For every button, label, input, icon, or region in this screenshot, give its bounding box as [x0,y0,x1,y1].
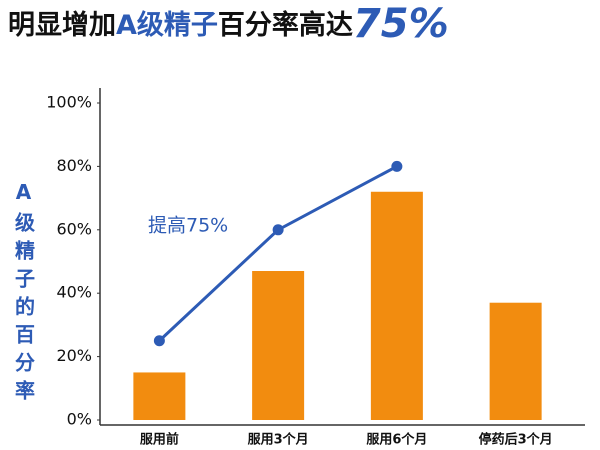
line-point [153,335,165,347]
title-part: A级精子 [116,9,218,41]
y-tick-label: 40% [56,283,92,302]
x-tick-label: 服用前 [140,432,179,448]
title-part: 明显增加 [8,9,116,41]
y-tick-label: 60% [56,219,92,238]
y-tick-label: 100% [46,93,92,112]
y-axis-label: A级精子的百分率 [12,180,36,408]
line-point [272,224,284,236]
y-tick-label: 20% [56,346,92,365]
title-part: 百分率高达 [218,9,353,41]
bar [370,191,423,420]
bar [133,372,186,420]
x-tick-label: 停药后3个月 [479,432,553,448]
annotation: 提高75% [148,215,228,237]
line-point [391,160,403,172]
x-tick-label: 服用3个月 [248,432,309,448]
y-tick-label: 80% [56,156,92,175]
bar [252,271,305,420]
x-tick-label: 服用6个月 [366,432,427,448]
chart-title: 明显增加A级精子百分率高达75% [8,1,449,47]
title-part: 75% [353,1,449,47]
y-tick-label: 0% [67,410,92,429]
bar [489,302,542,420]
